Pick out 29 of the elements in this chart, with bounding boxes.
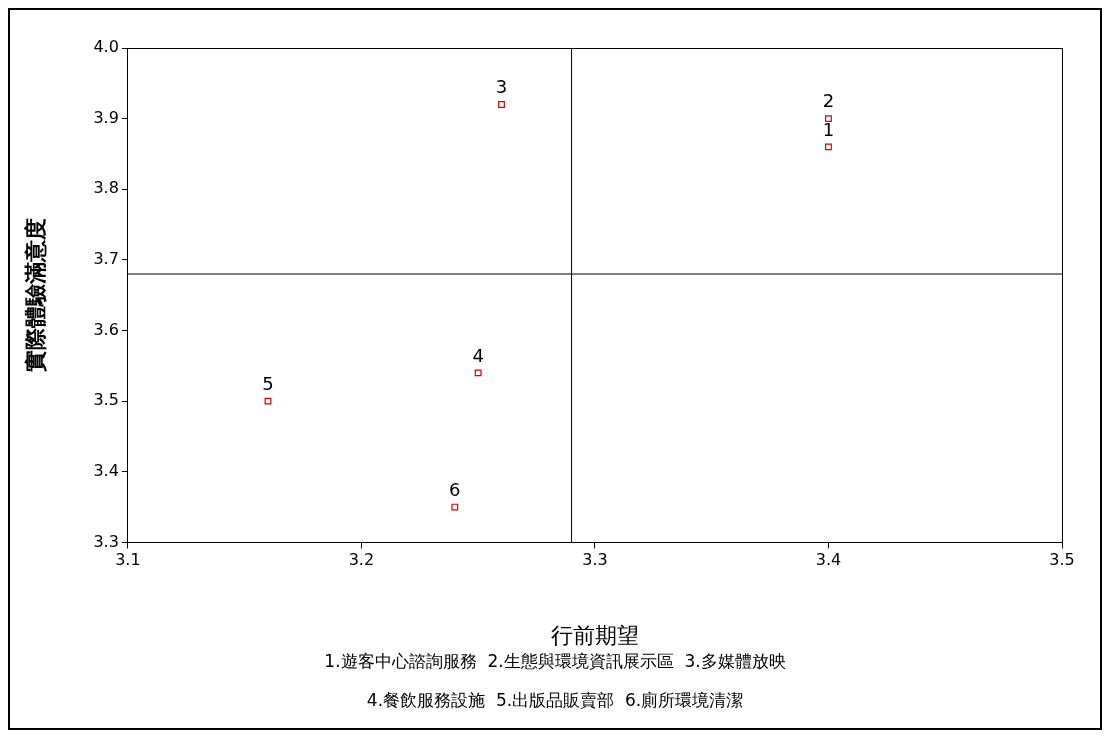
- y-tick-label: 3.3: [93, 531, 119, 551]
- x-tick-label: 3.2: [348, 550, 375, 570]
- y-tick-label: 3.7: [93, 249, 119, 269]
- x-tick-label: 3.3: [582, 550, 608, 570]
- y-tick-label: 3.5: [93, 390, 119, 410]
- x-tick-label: 3.4: [815, 550, 842, 570]
- y-tick-label: 3.6: [93, 319, 119, 339]
- point: [825, 115, 832, 123]
- annotation: 1: [822, 118, 835, 140]
- x-tick-label: 3.5: [1049, 550, 1075, 570]
- annotation: 4: [472, 344, 484, 366]
- y-tick-label: 3.9: [93, 107, 119, 127]
- point: [264, 397, 272, 405]
- y-axis-title: 實際體驗滿意度: [22, 218, 48, 373]
- x-tick-label: 3.1: [115, 550, 141, 570]
- y-tick-label: 3.8: [93, 178, 119, 198]
- annotation: 6: [449, 478, 461, 500]
- x-axis-title: 行前期望: [550, 622, 639, 648]
- annotation: 2: [822, 90, 835, 112]
- y-tick-label: 3.4: [93, 460, 119, 480]
- annotation: 3: [495, 76, 508, 98]
- point: [451, 503, 459, 511]
- y-tick-label: 4.0: [93, 37, 119, 57]
- point: [825, 143, 832, 151]
- text: 4.餐飲服務設施 5.出版品販賣部 6.廁所環境清潔: [365, 689, 745, 712]
- text: 1.遊客中心諮詢服務 2.生態與環境資訊展示區 3.多媒體放映: [323, 650, 787, 673]
- point: [474, 369, 482, 377]
- annotation: 5: [262, 372, 274, 394]
- point: [498, 101, 505, 108]
